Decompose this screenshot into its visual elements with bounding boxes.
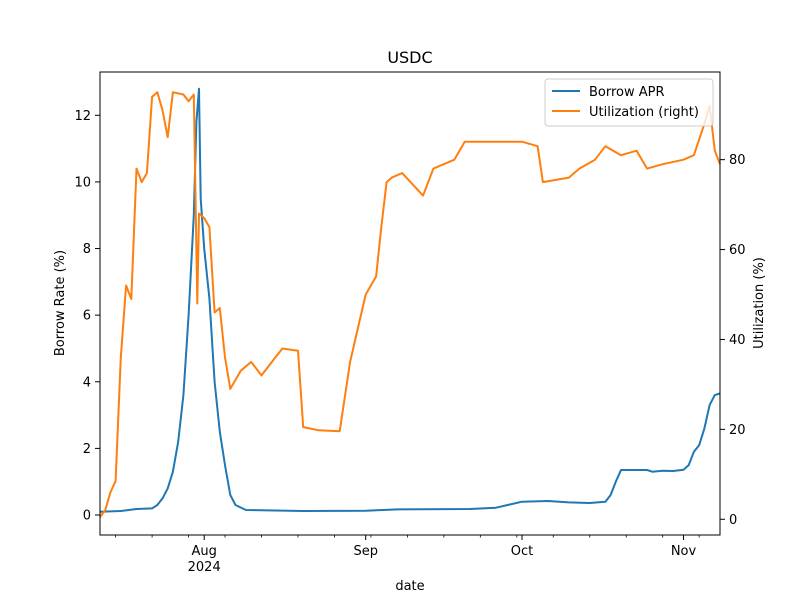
y-left-tick-label: 6	[83, 309, 91, 324]
x-tick-label: Sep	[353, 544, 378, 559]
y-left-axis-ticks: 0 2 4 6 8 10 12	[74, 109, 100, 524]
plot-frame	[99, 71, 721, 536]
series-line-utilization	[99, 91, 721, 518]
x-tick-label: Oct	[511, 544, 533, 559]
y-left-tick-label: 4	[83, 375, 91, 390]
chart-title: USDC	[387, 48, 432, 67]
y-right-tick-label: 80	[729, 153, 746, 168]
x-tick-label: Nov	[671, 544, 697, 559]
y-right-axis-label: Utilization (%)	[752, 257, 767, 349]
y-right-tick-label: 20	[729, 423, 746, 438]
legend-box	[544, 78, 714, 127]
x-tick-label: Aug	[192, 544, 217, 559]
y-left-axis-label: Borrow Rate (%)	[53, 250, 68, 356]
y-right-tick-label: 0	[729, 513, 737, 528]
y-left-tick-label: 2	[83, 442, 91, 457]
y-right-tick-label: 60	[729, 243, 746, 258]
series-line-borrow-apr	[99, 87, 721, 513]
x-tick-sublabel: 2024	[188, 560, 221, 575]
y-right-axis-ticks: 0 20 40 60 80	[720, 153, 746, 528]
y-left-tick-label: 10	[74, 175, 91, 190]
y-right-tick-label: 40	[729, 333, 746, 348]
y-left-tick-label: 0	[83, 509, 91, 524]
legend-label-utilization: Utilization (right)	[589, 105, 699, 120]
y-left-tick-label: 12	[74, 109, 91, 124]
y-left-tick-label: 8	[83, 242, 91, 257]
plot-lines	[99, 87, 721, 518]
legend: Borrow APR Utilization (right)	[544, 78, 714, 127]
x-axis-label: date	[395, 579, 424, 594]
legend-label-borrow-apr: Borrow APR	[589, 85, 665, 100]
